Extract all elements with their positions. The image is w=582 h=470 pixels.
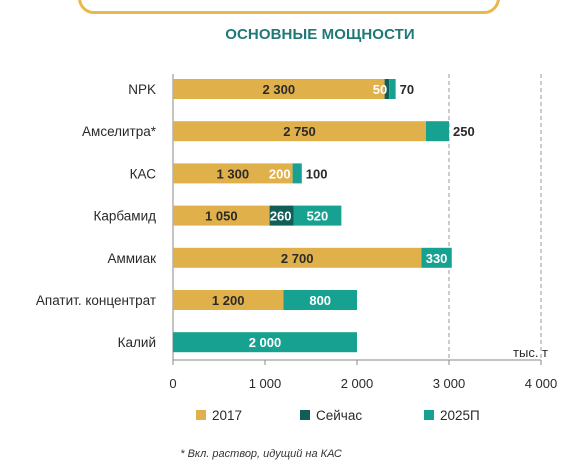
bar-segment	[283, 290, 357, 310]
chart-title: ОСНОВНЫЕ МОЩНОСТИ	[225, 26, 415, 43]
legend-label: Сейчас	[316, 408, 362, 423]
legend-label: 2025П	[440, 408, 480, 423]
category-label: NPK	[128, 82, 156, 97]
bar-segment	[173, 121, 426, 142]
bar-segment	[421, 247, 452, 268]
bar-segment	[292, 163, 302, 184]
data-label: 1 200	[212, 293, 245, 308]
x-tick-label: 2 000	[341, 376, 374, 391]
data-label: 100	[306, 166, 328, 181]
bar-segment	[173, 332, 357, 353]
bar-segment	[173, 247, 422, 268]
category-label: Апатит. концентрат	[36, 293, 156, 308]
data-label: 2 300	[263, 82, 296, 97]
category-label: Карбамид	[93, 209, 156, 224]
data-label: 2 700	[281, 251, 314, 266]
data-label: 200	[269, 166, 291, 181]
legend-swatch	[300, 410, 310, 420]
data-label: 1 050	[205, 209, 238, 224]
bar-segment	[293, 205, 342, 226]
data-label: 250	[453, 124, 475, 139]
legend-swatch	[424, 410, 434, 420]
bar-segment	[173, 290, 284, 310]
x-tick-label: 0	[169, 376, 176, 391]
data-label: 800	[309, 293, 331, 308]
footnote: * Вкл. раствор, идущий на КАС	[180, 448, 342, 460]
category-label: Калий	[118, 335, 156, 350]
bar-segment	[269, 205, 294, 226]
bar-segment	[389, 79, 396, 99]
legend-label: 2017	[212, 408, 242, 423]
x-tick-label: 1 000	[249, 376, 282, 391]
x-tick-label: 3 000	[433, 376, 466, 391]
unit-label: тыс. т	[513, 345, 548, 360]
data-label: 1 300	[217, 166, 250, 181]
data-label: 260	[270, 209, 292, 224]
data-label: 330	[426, 251, 448, 266]
bar-segment	[384, 79, 390, 99]
category-label: Аммиак	[107, 251, 156, 266]
category-label: Амселитра*	[82, 124, 157, 139]
x-tick-label: 4 000	[525, 376, 558, 391]
data-label: 2 000	[249, 335, 282, 350]
data-label: 520	[307, 209, 329, 224]
legend-swatch	[196, 410, 206, 420]
data-label: 50	[373, 82, 387, 97]
bar-segment	[173, 79, 385, 99]
bar-segment	[173, 163, 293, 184]
data-label: 2 750	[283, 124, 316, 139]
data-label: 70	[400, 82, 414, 97]
bar-segment	[426, 121, 449, 142]
bar-segment	[173, 205, 270, 226]
category-label: КАС	[130, 166, 157, 181]
